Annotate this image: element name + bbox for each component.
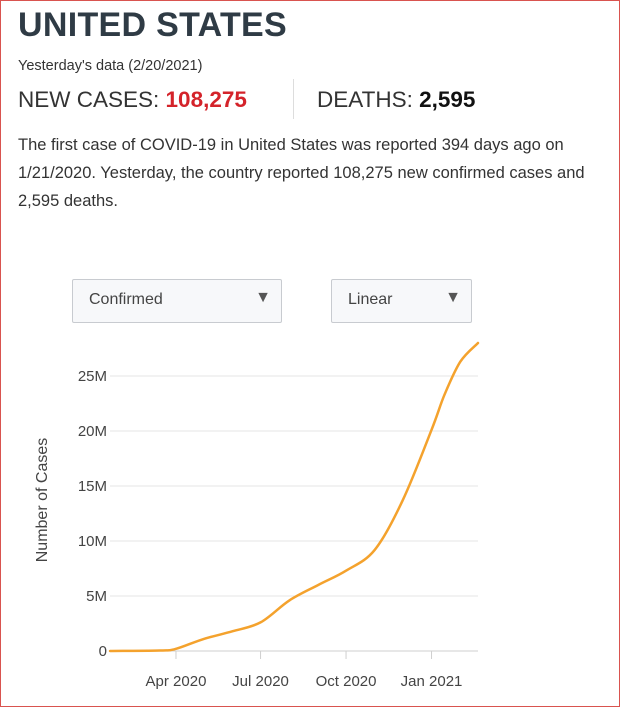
summary-part-2: in United States was reported 394 days a… <box>18 136 585 210</box>
deaths-stat: DEATHS: 2,595 <box>317 87 475 113</box>
deaths-value: 2,595 <box>419 87 476 112</box>
y-tick-label: 15M <box>78 478 107 495</box>
y-tick-label: 10M <box>78 533 107 550</box>
scale-select[interactable]: Linear ▼ <box>331 279 472 323</box>
y-tick-label: 5M <box>86 588 107 605</box>
stat-divider <box>293 79 294 119</box>
data-date: Yesterday's data (2/20/2021) <box>18 58 203 74</box>
metric-select[interactable]: Confirmed ▼ <box>72 279 282 323</box>
scale-select-value: Linear <box>348 291 393 308</box>
y-tick-label: 0 <box>99 643 107 660</box>
chart-gridlines <box>110 375 478 652</box>
cases-line-chart: Apr 2020 Jul 2020 Oct 2020 Jan 2021 0 5M 10M 1… <box>34 341 480 690</box>
y-axis-ticks: 0 5M 10M 15M 20M 25M <box>78 368 107 660</box>
new-cases-value: 108,275 <box>165 87 247 112</box>
x-tick-label: Oct 2020 <box>316 673 377 690</box>
y-axis-label: Number of Cases <box>34 438 51 563</box>
x-tick-label: Jan 2021 <box>401 673 463 690</box>
y-tick-label: 20M <box>78 423 107 440</box>
chevron-down-icon: ▼ <box>445 289 461 306</box>
summary-covid-term: COVID-19 <box>139 136 217 154</box>
cases-series-line <box>108 341 480 653</box>
country-title: UNITED STATES <box>18 6 287 44</box>
y-tick-label: 25M <box>78 368 107 385</box>
x-tick-label: Jul 2020 <box>232 673 289 690</box>
summary-part-1: The first case of <box>18 136 140 154</box>
chevron-down-icon: ▼ <box>255 289 271 306</box>
metric-select-value: Confirmed <box>89 291 163 308</box>
deaths-label: DEATHS: <box>317 87 413 112</box>
x-axis-ticks: Apr 2020 Jul 2020 Oct 2020 Jan 2021 <box>146 651 463 690</box>
summary-text: The first case of COVID-19 in United Sta… <box>18 131 608 215</box>
new-cases-label: NEW CASES: <box>18 87 160 112</box>
chart-series <box>108 341 480 653</box>
x-tick-label: Apr 2020 <box>146 673 207 690</box>
new-cases-stat: NEW CASES: 108,275 <box>18 87 247 113</box>
